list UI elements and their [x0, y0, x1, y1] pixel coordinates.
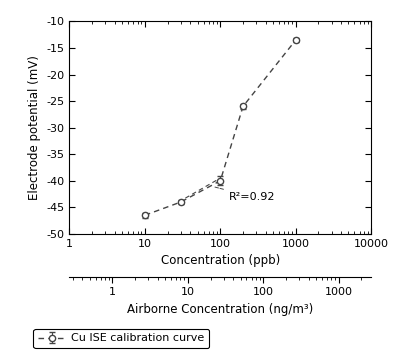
- Y-axis label: Electrode potential (mV): Electrode potential (mV): [28, 55, 41, 200]
- X-axis label: Airborne Concentration (ng/m³): Airborne Concentration (ng/m³): [127, 303, 314, 316]
- Text: R²=0.92: R²=0.92: [214, 187, 276, 202]
- X-axis label: Concentration (ppb): Concentration (ppb): [161, 254, 280, 267]
- Legend: Cu ISE calibration curve: Cu ISE calibration curve: [33, 329, 209, 348]
